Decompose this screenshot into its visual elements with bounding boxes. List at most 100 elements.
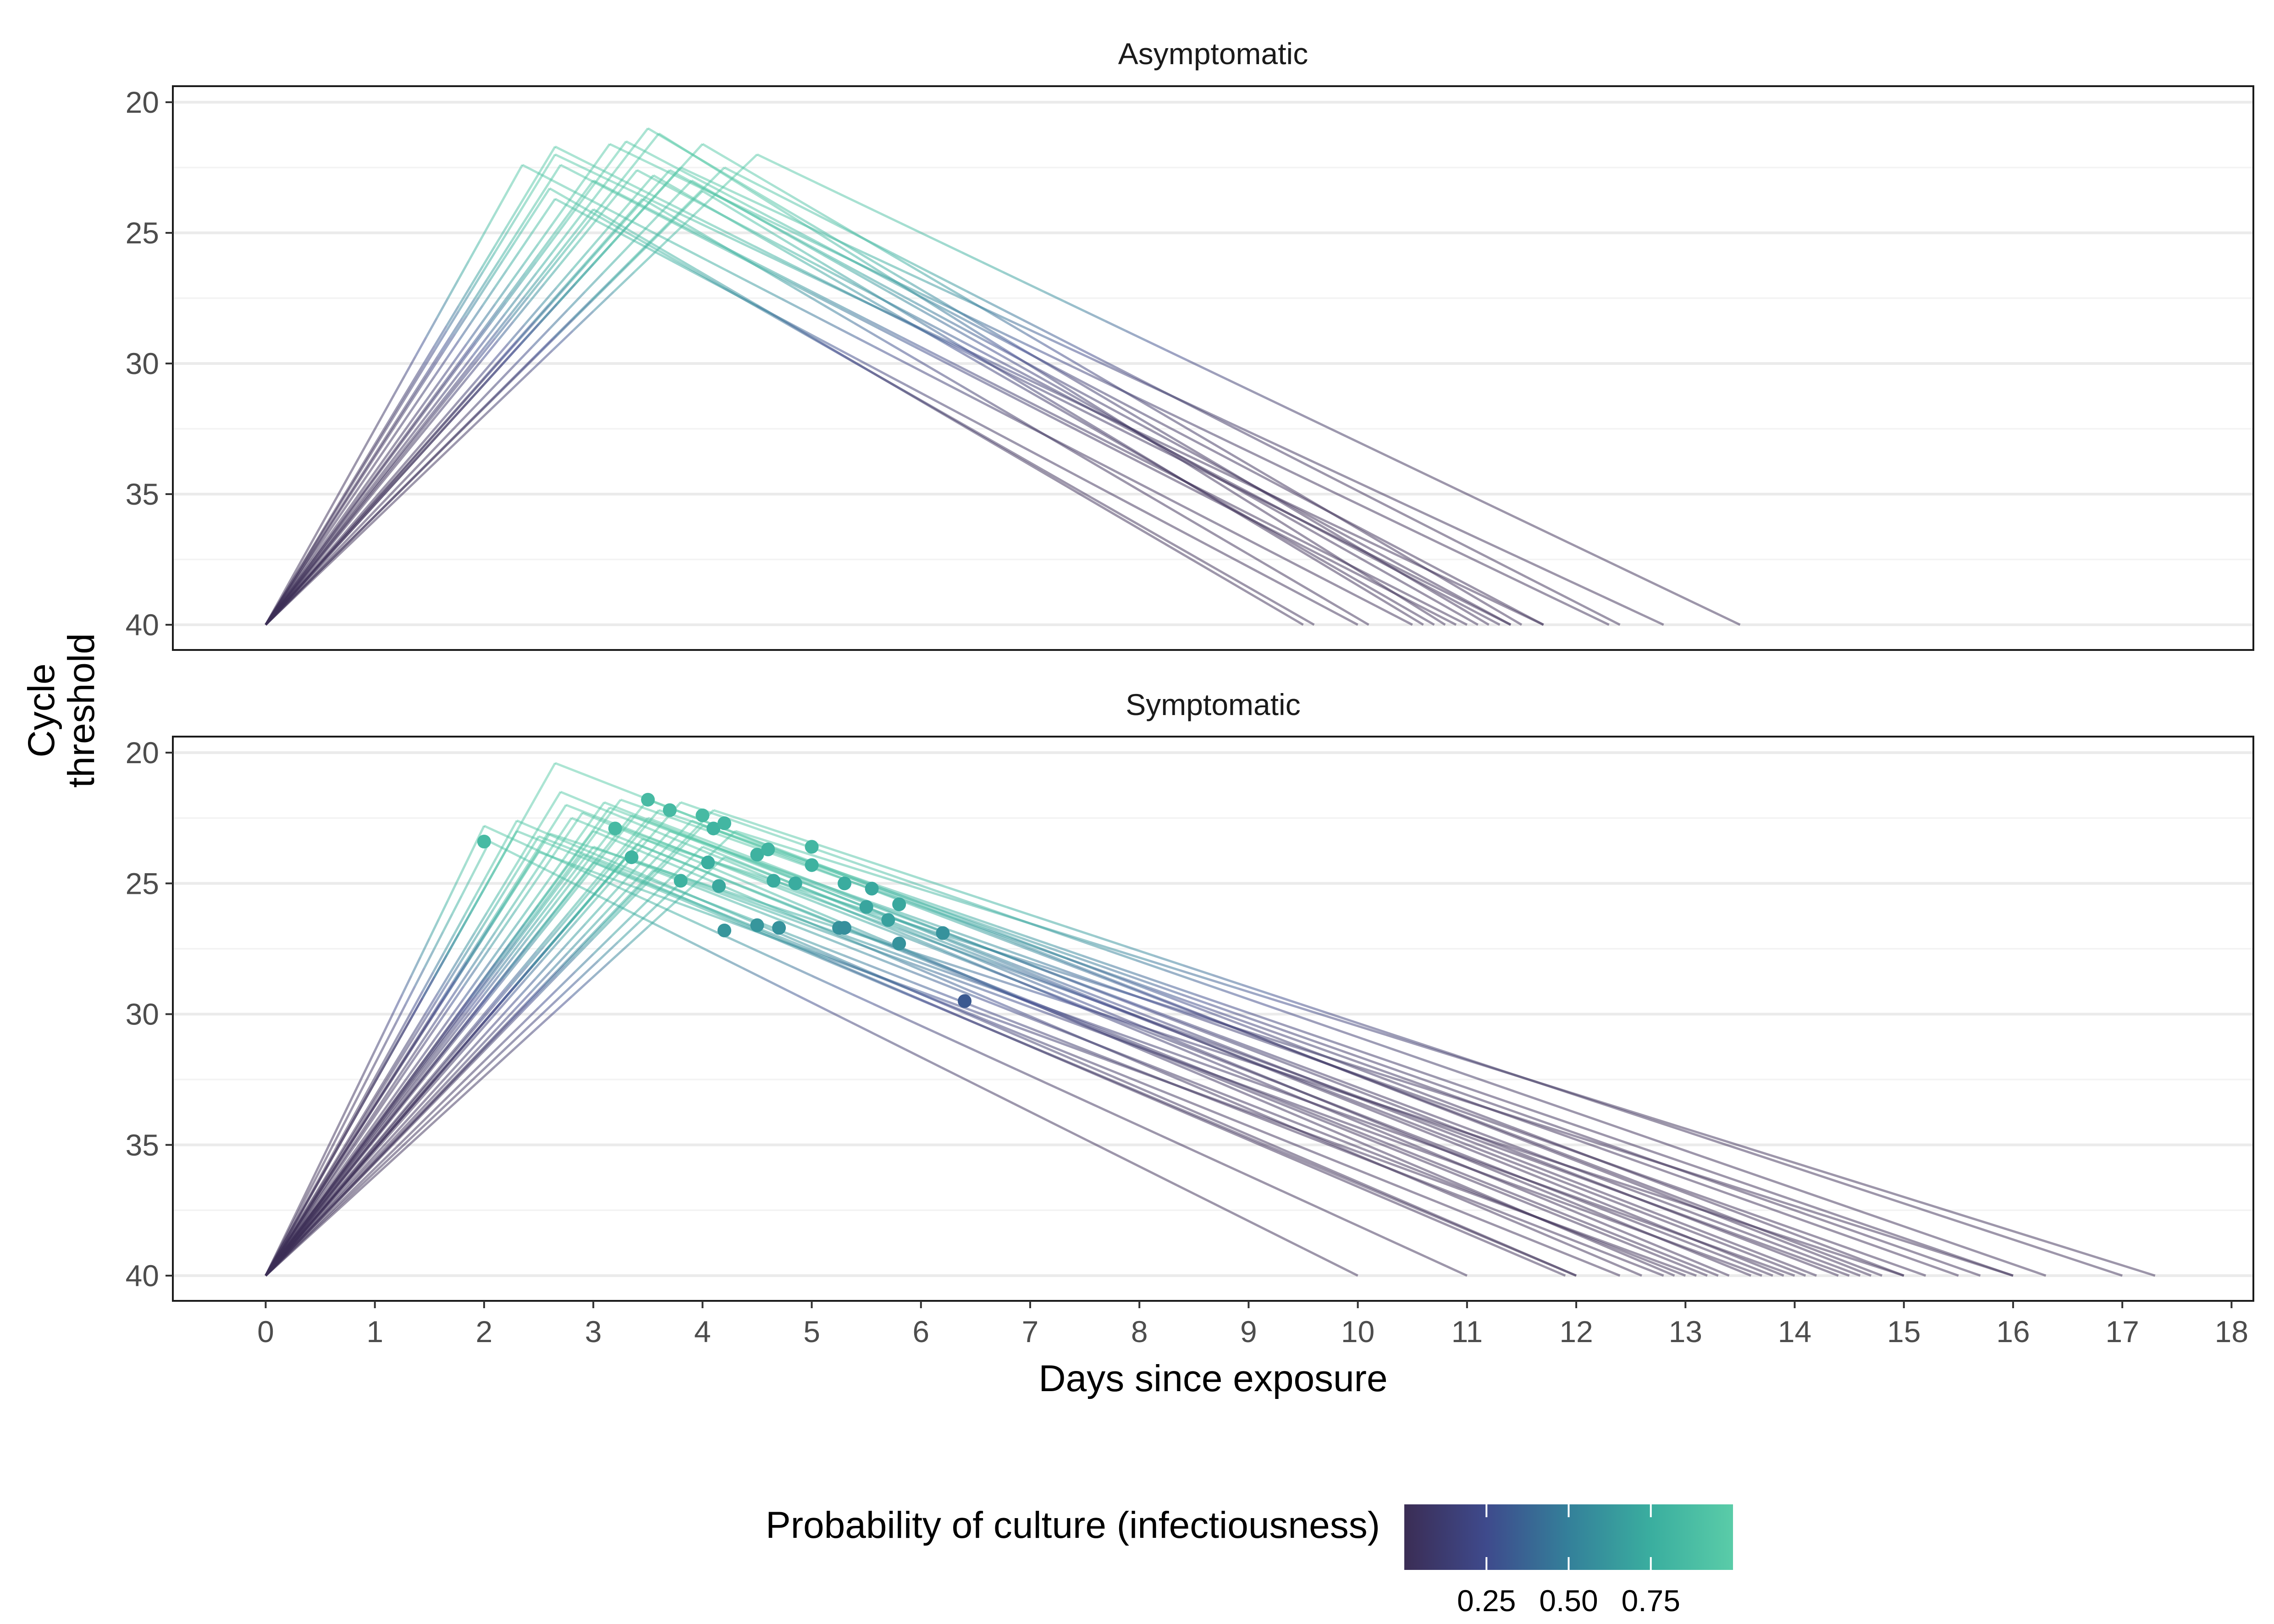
trajectory-segment: [400, 1033, 414, 1055]
trajectory-segment: [1784, 1201, 1814, 1213]
trajectory-segment: [1533, 1097, 1563, 1109]
trajectory-segment: [1206, 1107, 1230, 1119]
trajectory-segment: [1384, 544, 1403, 556]
trajectory-segment: [365, 463, 381, 485]
trajectory-segment: [958, 293, 977, 305]
trajectory-segment: [458, 945, 472, 965]
trajectory-segment: [497, 291, 513, 311]
trajectory-segment: [356, 1140, 374, 1162]
trajectory-segment: [778, 848, 806, 860]
trajectory-segment: [795, 890, 822, 902]
trajectory-segment: [1297, 522, 1315, 534]
trajectory-segment: [510, 935, 526, 955]
trajectory-segment: [1439, 1128, 1465, 1140]
trajectory-segment: [1051, 378, 1069, 391]
trajectory-segment: [1060, 932, 1091, 943]
trajectory-segment: [552, 319, 573, 340]
trajectory-segment: [1264, 503, 1282, 515]
trajectory-segment: [1808, 1255, 1835, 1267]
trajectory-segment: [473, 912, 488, 934]
trajectory-segment: [1087, 1023, 1111, 1034]
trajectory-segment: [1168, 1017, 1194, 1029]
trajectory-segment: [752, 189, 772, 202]
trajectory-segment: [1267, 1229, 1286, 1241]
trajectory-segment: [483, 1042, 503, 1062]
x-tick-label: 18: [2215, 1315, 2248, 1349]
trajectory-segment: [1373, 557, 1393, 569]
trajectory-segment: [1134, 1085, 1158, 1097]
trajectory-segment: [320, 1197, 342, 1218]
trajectory-segment: [399, 1108, 418, 1129]
trajectory-segment: [319, 537, 335, 556]
trajectory-segment: [451, 895, 463, 914]
trajectory-segment: [456, 970, 471, 991]
trajectory-segment: [1435, 1200, 1460, 1212]
trajectory-segment: [770, 183, 789, 195]
trajectory-segment: [748, 260, 764, 271]
trajectory-segment: [1126, 1055, 1148, 1066]
trajectory-segment: [339, 1178, 360, 1199]
trajectory-segment: [782, 214, 804, 226]
trajectory-segment: [848, 286, 866, 298]
trajectory-segment: [897, 314, 915, 326]
trajectory-segment: [361, 447, 375, 469]
trajectory-segment: [792, 244, 808, 255]
trajectory-segment: [1015, 344, 1034, 357]
trajectory-segment: [1534, 1257, 1556, 1268]
trajectory-segment: [1199, 1068, 1223, 1079]
trajectory-segment: [964, 924, 990, 936]
trajectory-segment: [383, 1082, 399, 1103]
trajectory-segment: [1039, 455, 1058, 466]
trajectory-segment: [329, 490, 342, 511]
trajectory-segment: [1019, 358, 1038, 370]
trajectory-segment: [1432, 1214, 1454, 1225]
trajectory-segment: [1111, 383, 1130, 396]
trajectory-segment: [930, 1002, 952, 1014]
trajectory-segment: [356, 1167, 376, 1187]
trajectory-segment: [1068, 388, 1086, 401]
trajectory-segment: [1114, 1081, 1136, 1093]
trajectory-segment: [432, 931, 444, 951]
trajectory-segment: [1205, 1007, 1234, 1019]
trajectory-segment: [860, 857, 890, 870]
trajectory-segment: [1063, 962, 1089, 974]
trajectory-segment: [565, 864, 581, 883]
trajectory-segment: [1676, 1146, 1705, 1159]
trajectory-segment: [1739, 1236, 1765, 1248]
trajectory-segment: [608, 174, 627, 196]
trajectory-segment: [597, 941, 619, 962]
trajectory-segment: [1317, 519, 1336, 531]
trajectory-segment: [892, 272, 911, 285]
trajectory-segment: [736, 154, 758, 175]
trajectory-segment: [1194, 1025, 1221, 1037]
trajectory-segment: [1281, 1103, 1306, 1115]
trajectory-segment: [1120, 448, 1140, 459]
trajectory-segment: [1013, 956, 1043, 968]
trajectory-segment: [945, 343, 963, 354]
trajectory-segment: [1153, 385, 1173, 397]
trajectory-segment: [348, 1094, 360, 1114]
trajectory-segment: [822, 253, 840, 265]
panel-border: [172, 85, 2254, 651]
trajectory-segment: [342, 510, 359, 531]
trajectory-segment: [445, 378, 464, 401]
trajectory-segment: [1212, 414, 1234, 426]
trajectory-segment: [721, 191, 741, 203]
trajectory-segment: [1425, 1157, 1449, 1169]
trajectory-segment: [574, 226, 592, 247]
trajectory-segment: [1289, 1154, 1311, 1165]
trajectory-segment: [880, 305, 898, 317]
trajectory-segment: [1190, 1080, 1213, 1091]
trajectory-segment: [2092, 1265, 2123, 1277]
trajectory-segment: [1264, 491, 1284, 503]
trajectory-segment: [1256, 473, 1277, 485]
x-tick-label: 14: [1778, 1315, 1811, 1349]
trajectory-segment: [1578, 1169, 1605, 1181]
trajectory-segment: [336, 1180, 355, 1201]
trajectory-segment: [969, 327, 988, 340]
trajectory-segment: [1573, 1256, 1598, 1268]
trajectory-segment: [515, 924, 531, 943]
trajectory-segment: [1395, 509, 1415, 521]
trajectory-segment: [1527, 1237, 1551, 1249]
trajectory-segment: [1109, 1032, 1133, 1043]
